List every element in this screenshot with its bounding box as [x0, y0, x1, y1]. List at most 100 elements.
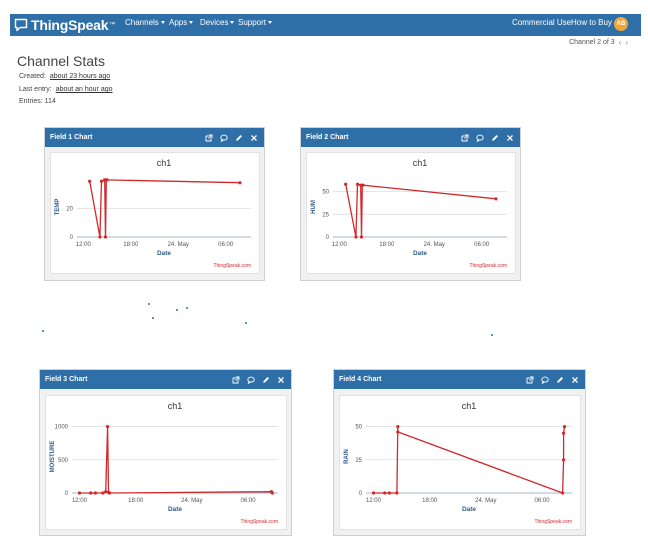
- panel-header: Field 2 Chart: [301, 128, 520, 147]
- external-link-icon[interactable]: [232, 376, 240, 384]
- commercial-use-link[interactable]: Commercial Use: [512, 18, 572, 27]
- y-axis-label: TEMP: [55, 199, 61, 216]
- loading-dot: [152, 317, 154, 319]
- nav-support-label: Support: [238, 18, 267, 27]
- chevron-down-icon: [268, 21, 273, 24]
- y-tick-label: 50: [355, 425, 362, 431]
- loading-dot: [42, 330, 44, 332]
- loading-dot: [148, 303, 150, 305]
- y-axis-label: RAIN: [344, 449, 350, 464]
- chevron-right-icon[interactable]: ›: [625, 38, 628, 47]
- entries-count: Entries: 114: [19, 98, 56, 105]
- x-tick-label: 12:00: [366, 498, 382, 504]
- panel-title: Field 1 Chart: [50, 134, 93, 141]
- panel-header: Field 4 Chart: [334, 370, 585, 389]
- x-tick-label: 18:00: [123, 242, 139, 248]
- panel-tools: [461, 128, 514, 147]
- last-entry-value[interactable]: about an hour ago: [55, 86, 113, 93]
- y-tick-label: 0: [70, 235, 74, 241]
- x-tick-label: 24. May: [475, 498, 496, 504]
- nav-apps-menu[interactable]: Apps: [169, 18, 194, 27]
- comment-icon[interactable]: [220, 134, 228, 142]
- nav-support-menu[interactable]: Support: [238, 18, 273, 27]
- data-point: [371, 491, 376, 495]
- y-tick-label: 50: [322, 190, 329, 196]
- channel-pager-label: Channel 2 of 3: [569, 39, 615, 46]
- series-line: [345, 183, 496, 238]
- data-point: [561, 491, 565, 495]
- chart-svg: ch1 0 25 50 12:00 18:00 24. May 06:00 Date HUM Thi…: [311, 158, 507, 269]
- close-icon[interactable]: [571, 376, 579, 384]
- x-axis-label: Date: [168, 506, 182, 513]
- external-link-icon[interactable]: [461, 134, 469, 142]
- chevron-down-icon: [189, 21, 194, 24]
- chart-plot-area: ch1 0 500 1000 12:00 18:00 24. May 06:00 Date MOI…: [45, 395, 287, 530]
- x-tick-label: 18:00: [422, 498, 438, 504]
- loading-dot: [176, 309, 178, 311]
- chevron-down-icon: [160, 21, 165, 24]
- close-icon[interactable]: [506, 134, 514, 142]
- nav-channels-label: Channels: [125, 18, 159, 27]
- created-value[interactable]: about 23 hours ago: [49, 73, 111, 80]
- data-point: [361, 183, 365, 187]
- data-point: [77, 491, 82, 495]
- x-tick-label: 18:00: [128, 498, 144, 504]
- data-point: [88, 179, 92, 183]
- field-3-chart-panel: Field 3 Chart ch1 0 500 1000 12:00 18:00 24. M…: [39, 369, 292, 536]
- loading-dot: [245, 322, 247, 324]
- pencil-icon[interactable]: [235, 134, 243, 142]
- external-link-icon[interactable]: [526, 376, 534, 384]
- chart-plot-area: ch1 0 20 12:00 18:00 24. May 06:00 Date TEMP Thin…: [50, 152, 260, 274]
- chart-title: ch1: [413, 158, 428, 168]
- comment-icon[interactable]: [476, 134, 484, 142]
- chart-credit-link[interactable]: ThingSpeak.com: [213, 263, 251, 269]
- how-to-buy-link[interactable]: How to Buy: [571, 18, 612, 27]
- chart-title: ch1: [168, 401, 183, 411]
- nav-channels-menu[interactable]: Channels: [125, 18, 165, 27]
- data-point: [395, 491, 399, 495]
- y-tick-label: 0: [65, 491, 69, 497]
- last-entry-label: Last entry:: [19, 86, 52, 93]
- data-point: [105, 425, 110, 429]
- external-link-icon[interactable]: [205, 134, 213, 142]
- chart-title: ch1: [462, 401, 477, 411]
- user-avatar[interactable]: AB: [614, 17, 628, 31]
- data-point: [561, 431, 566, 435]
- chart-credit-link[interactable]: ThingSpeak.com: [534, 519, 572, 525]
- close-icon[interactable]: [277, 376, 285, 384]
- x-axis-label: Date: [157, 250, 171, 257]
- chart-credit-link[interactable]: ThingSpeak.com: [469, 263, 507, 269]
- data-point: [383, 491, 387, 495]
- data-point: [93, 491, 98, 495]
- data-point: [396, 425, 400, 429]
- y-tick-label: 25: [355, 458, 362, 464]
- data-point: [105, 178, 109, 182]
- data-point: [561, 458, 566, 462]
- comment-icon[interactable]: [541, 376, 549, 384]
- panel-tools: [526, 370, 579, 389]
- chart-title: ch1: [157, 158, 172, 168]
- comment-icon[interactable]: [247, 376, 255, 384]
- data-point: [99, 179, 104, 183]
- chart-plot-area: ch1 0 25 50 12:00 18:00 24. May 06:00 Date RAIN Th…: [339, 395, 581, 530]
- close-icon[interactable]: [250, 134, 258, 142]
- nav-devices-menu[interactable]: Devices: [200, 18, 235, 27]
- pencil-icon[interactable]: [491, 134, 499, 142]
- nav-devices-label: Devices: [200, 18, 229, 27]
- thingspeak-logo[interactable]: ThingSpeak ™: [14, 16, 115, 34]
- pencil-icon[interactable]: [262, 376, 270, 384]
- chevron-left-icon[interactable]: ‹: [618, 38, 622, 47]
- data-point: [103, 235, 108, 239]
- brand-name: ThingSpeak: [31, 17, 109, 33]
- y-tick-label: 20: [66, 206, 73, 212]
- pencil-icon[interactable]: [556, 376, 564, 384]
- last-entry-row: Last entry: about an hour ago: [19, 86, 113, 93]
- y-tick-label: 0: [326, 235, 330, 241]
- chart-svg: ch1 0 25 50 12:00 18:00 24. May 06:00 Date RAIN Th…: [344, 401, 572, 525]
- data-point: [359, 235, 364, 239]
- field-1-chart-panel: Field 1 Chart ch1 0 20 12:00 18:00 24. May 06:…: [44, 127, 265, 281]
- y-tick-label: 25: [322, 212, 329, 218]
- chart-credit-link[interactable]: ThingSpeak.com: [240, 519, 278, 525]
- loading-dot: [186, 307, 188, 309]
- chat-bubble-logo-icon: [14, 18, 28, 32]
